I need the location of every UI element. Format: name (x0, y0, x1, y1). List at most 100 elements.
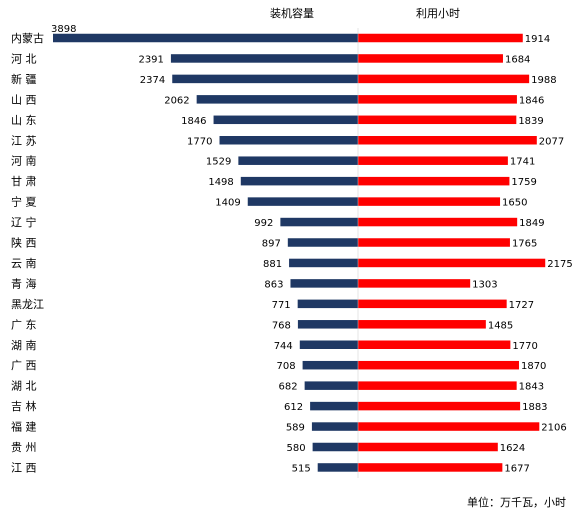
capacity-bar (287, 238, 358, 247)
category-label: 广 西 (11, 359, 37, 372)
capacity-bar (317, 463, 358, 472)
hours-value-label: 1839 (518, 116, 543, 127)
capacity-value-label: 1498 (208, 177, 233, 188)
capacity-value-label: 1529 (206, 157, 231, 168)
hours-bar (358, 95, 517, 104)
hours-bar (358, 279, 471, 288)
capacity-value-label: 897 (262, 239, 281, 250)
category-label: 陕 西 (11, 236, 37, 250)
category-label: 辽 宁 (11, 215, 37, 229)
capacity-value-label: 2062 (164, 95, 189, 106)
hours-value-label: 1677 (504, 463, 529, 474)
capacity-bar (172, 74, 358, 84)
capacity-value-label: 1770 (187, 136, 212, 147)
capacity-bar (53, 33, 358, 43)
category-label: 湖 北 (11, 380, 37, 393)
capacity-bar (170, 54, 358, 63)
category-label: 宁 夏 (11, 195, 37, 209)
category-label: 青 海 (11, 276, 37, 290)
hours-value-label: 1741 (510, 157, 535, 168)
category-label: 贵 州 (11, 441, 37, 454)
hours-value-label: 2077 (539, 136, 564, 147)
capacity-bar (213, 115, 358, 125)
category-label: 山 西 (11, 93, 37, 106)
capacity-value-label: 992 (254, 218, 273, 229)
hours-value-label: 1650 (502, 198, 527, 209)
hours-value-label: 1843 (519, 382, 544, 393)
legend-hours: 利用小时 (416, 7, 460, 20)
hours-bar (358, 115, 517, 125)
hours-value-label: 1914 (525, 34, 550, 45)
capacity-value-label: 612 (284, 402, 303, 413)
category-label: 河 南 (11, 155, 37, 168)
capacity-bar (302, 360, 358, 370)
hours-value-label: 1846 (519, 95, 544, 106)
hours-bar (358, 360, 519, 370)
capacity-value-label: 2391 (138, 54, 163, 65)
hours-value-label: 1770 (512, 341, 537, 352)
capacity-value-label: 881 (263, 259, 282, 270)
capacity-value-label: 580 (287, 443, 306, 454)
hours-bar (358, 136, 537, 145)
hours-value-label: 1303 (472, 279, 497, 290)
hours-value-label: 2106 (541, 423, 566, 434)
hours-bar (358, 74, 530, 84)
category-label: 广 东 (11, 318, 37, 331)
hours-value-label: 1727 (509, 300, 534, 311)
hours-value-label: 1883 (522, 402, 547, 413)
category-label: 吉 林 (11, 399, 37, 413)
bars-group: 内蒙古 3898 1914 河 北 2391 1684 新 疆 2374 1988 山 西 2062… (11, 24, 573, 474)
hours-value-label: 1849 (519, 218, 544, 229)
category-label: 河 北 (11, 52, 37, 65)
category-label: 甘 肃 (11, 175, 37, 188)
capacity-bar (280, 217, 358, 227)
capacity-value-label: 708 (277, 361, 296, 372)
hours-bar (358, 381, 517, 390)
capacity-value-label: 768 (272, 320, 291, 331)
capacity-value-label: 682 (279, 382, 298, 393)
hours-bar (358, 258, 546, 268)
hours-bar (358, 299, 507, 309)
hours-bar (358, 197, 501, 206)
category-label: 黑龙江 (11, 298, 44, 311)
hours-bar (358, 217, 518, 227)
capacity-bar (310, 401, 358, 411)
hours-bar (358, 54, 503, 63)
hours-value-label: 1759 (511, 177, 536, 188)
capacity-bar (311, 422, 358, 431)
category-label: 江 西 (11, 461, 37, 474)
hours-bar (358, 422, 540, 431)
capacity-value-label: 1846 (181, 116, 206, 127)
category-label: 云 南 (11, 257, 37, 270)
capacity-bar (238, 156, 358, 165)
hours-bar (358, 176, 510, 186)
capacity-bar (219, 136, 358, 145)
hours-bar (358, 340, 511, 349)
capacity-bar (196, 95, 358, 104)
category-label: 山 东 (11, 114, 37, 127)
unit-note: 单位：万千瓦，小时 (467, 495, 566, 509)
capacity-value-label: 771 (272, 300, 291, 311)
capacity-bar (247, 197, 358, 206)
hours-bar (358, 401, 521, 411)
legend-capacity: 装机容量 (270, 6, 314, 20)
capacity-bar (297, 299, 358, 309)
hours-bar (358, 320, 486, 329)
capacity-bar (304, 381, 358, 390)
capacity-value-label: 2374 (140, 75, 165, 86)
hours-bar (358, 463, 503, 472)
hours-value-label: 1684 (505, 54, 530, 65)
capacity-bar (290, 279, 358, 288)
category-label: 福 建 (11, 420, 37, 434)
category-label: 新 疆 (11, 72, 37, 86)
capacity-value-label: 3898 (51, 24, 76, 35)
capacity-value-label: 863 (264, 279, 283, 290)
capacity-bar (289, 258, 358, 268)
capacity-bar (297, 320, 358, 329)
hours-bar (358, 156, 508, 165)
capacity-value-label: 744 (274, 341, 293, 352)
hours-value-label: 2175 (547, 259, 572, 270)
category-label: 湖 南 (11, 339, 37, 352)
category-label: 江 苏 (11, 134, 37, 147)
